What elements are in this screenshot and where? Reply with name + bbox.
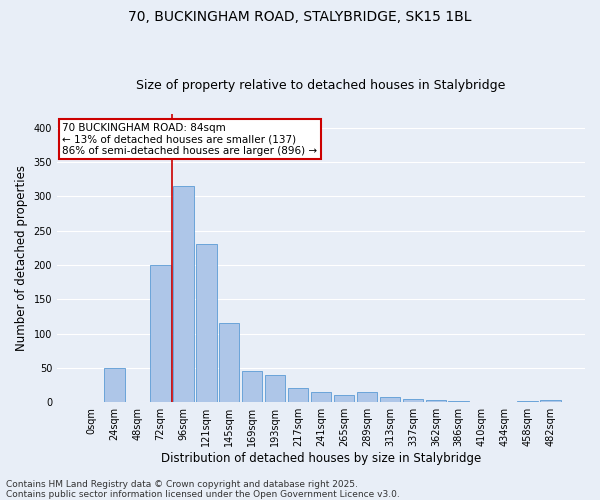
Bar xyxy=(403,399,423,402)
Bar xyxy=(288,388,308,402)
X-axis label: Distribution of detached houses by size in Stalybridge: Distribution of detached houses by size … xyxy=(161,452,481,465)
Bar xyxy=(265,375,286,402)
Bar xyxy=(242,372,262,402)
Bar xyxy=(219,324,239,402)
Title: Size of property relative to detached houses in Stalybridge: Size of property relative to detached ho… xyxy=(136,79,506,92)
Bar xyxy=(448,401,469,402)
Y-axis label: Number of detached properties: Number of detached properties xyxy=(15,165,28,351)
Bar xyxy=(150,265,170,402)
Text: 70 BUCKINGHAM ROAD: 84sqm
← 13% of detached houses are smaller (137)
86% of semi: 70 BUCKINGHAM ROAD: 84sqm ← 13% of detac… xyxy=(62,122,317,156)
Text: Contains HM Land Registry data © Crown copyright and database right 2025.
Contai: Contains HM Land Registry data © Crown c… xyxy=(6,480,400,499)
Bar xyxy=(541,400,561,402)
Bar xyxy=(334,396,355,402)
Bar xyxy=(425,400,446,402)
Bar xyxy=(517,401,538,402)
Bar xyxy=(173,186,194,402)
Bar xyxy=(356,392,377,402)
Text: 70, BUCKINGHAM ROAD, STALYBRIDGE, SK15 1BL: 70, BUCKINGHAM ROAD, STALYBRIDGE, SK15 1… xyxy=(128,10,472,24)
Bar xyxy=(104,368,125,402)
Bar xyxy=(380,396,400,402)
Bar xyxy=(196,244,217,402)
Bar xyxy=(311,392,331,402)
